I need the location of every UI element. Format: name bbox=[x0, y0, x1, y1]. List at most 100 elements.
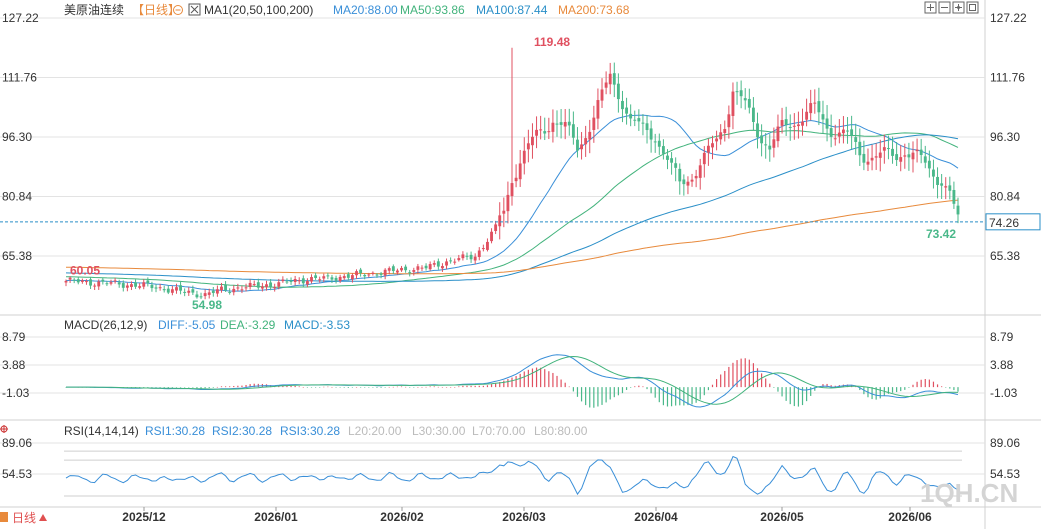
candle-body bbox=[956, 205, 960, 215]
ma50-line bbox=[66, 129, 959, 288]
candle-body bbox=[580, 144, 583, 150]
candle-body bbox=[576, 139, 579, 151]
candle-body bbox=[334, 277, 338, 281]
candle-body bbox=[244, 287, 248, 289]
candle-body bbox=[621, 100, 624, 110]
candle-body bbox=[175, 287, 178, 291]
reset-icon[interactable] bbox=[966, 1, 979, 14]
candle-body bbox=[715, 138, 719, 142]
candle-body bbox=[776, 126, 780, 142]
candle-body bbox=[416, 266, 420, 270]
candle-body bbox=[756, 123, 759, 138]
candle-body bbox=[637, 118, 641, 122]
rsi3-value: RSI3:30.28 bbox=[280, 424, 340, 438]
candle-body bbox=[932, 169, 935, 177]
candle-body bbox=[183, 291, 187, 293]
candle-body bbox=[301, 278, 305, 284]
candle-body bbox=[125, 285, 129, 288]
candle-body bbox=[64, 280, 68, 283]
price-tick-label-left: 96.30 bbox=[2, 130, 32, 144]
candle-body bbox=[191, 289, 195, 293]
candle-body bbox=[207, 292, 211, 295]
zoom-out-icon[interactable] bbox=[938, 1, 951, 14]
macd-panel bbox=[65, 354, 959, 408]
candlesticks bbox=[64, 47, 960, 300]
rsi-line bbox=[65, 455, 959, 496]
candle-body bbox=[866, 161, 870, 165]
candle-body bbox=[424, 265, 428, 269]
candle-body bbox=[305, 281, 309, 285]
candle-body bbox=[510, 183, 514, 197]
candle-body bbox=[420, 267, 424, 269]
chevron-up-icon[interactable] bbox=[39, 514, 47, 521]
settings-icon[interactable] bbox=[173, 5, 183, 15]
ma-toggle-icon[interactable] bbox=[188, 3, 201, 16]
price-tick-label-left: 80.84 bbox=[2, 190, 32, 204]
candle-body bbox=[109, 282, 113, 284]
macd-tick-label-right: 8.79 bbox=[990, 330, 1014, 344]
candle-body bbox=[441, 266, 444, 269]
candle-body bbox=[923, 156, 927, 163]
x-tick-label: 2026/06 bbox=[888, 510, 932, 524]
candle-body bbox=[326, 275, 330, 277]
candle-body bbox=[649, 128, 653, 140]
candle-body bbox=[837, 132, 841, 137]
zoom-in-icon[interactable] bbox=[924, 1, 937, 14]
candle-body bbox=[825, 118, 829, 129]
candle-body bbox=[432, 263, 436, 265]
candle-body bbox=[220, 286, 223, 291]
rsi-legend: RSI(14,14,14) RSI1:30.28 RSI2:30.28 RSI3… bbox=[0, 424, 588, 438]
candle-body bbox=[772, 139, 776, 148]
candle-body bbox=[911, 152, 915, 160]
candle-body bbox=[363, 274, 367, 277]
period-color-chip bbox=[0, 512, 8, 522]
bottom-period-label[interactable]: 日线 bbox=[12, 511, 36, 525]
price-annotations: 74.26 119.48 60.05 54.98 73.42 bbox=[0, 35, 1041, 312]
candle-body bbox=[281, 279, 285, 282]
candle-body bbox=[506, 194, 510, 212]
candle-body bbox=[706, 145, 710, 153]
candle-body bbox=[228, 291, 232, 293]
move-icon[interactable] bbox=[952, 1, 965, 14]
candle-body bbox=[68, 277, 72, 280]
candle-body bbox=[625, 107, 629, 114]
candle-body bbox=[158, 287, 162, 289]
candle-body bbox=[248, 282, 252, 288]
candle-body bbox=[453, 261, 457, 263]
candle-body bbox=[477, 250, 481, 258]
annotation-low: 73.42 bbox=[926, 227, 956, 241]
candle-body bbox=[854, 137, 858, 142]
ma20-line bbox=[65, 114, 959, 292]
crosshair-icon[interactable] bbox=[0, 425, 8, 433]
candle-body bbox=[383, 269, 387, 276]
candle-body bbox=[535, 129, 538, 136]
candle-body bbox=[784, 119, 788, 126]
candle-body bbox=[711, 143, 714, 148]
candle-body bbox=[436, 261, 440, 267]
candle-body bbox=[747, 98, 751, 108]
candle-body bbox=[138, 286, 142, 288]
ma200-value: MA200:73.68 bbox=[558, 3, 630, 17]
candle-body bbox=[792, 125, 796, 127]
candle-body bbox=[252, 284, 256, 286]
period-selector[interactable]: 日线 bbox=[0, 511, 47, 525]
candle-body bbox=[608, 73, 612, 85]
rsi-title: RSI(14,14,14) bbox=[64, 424, 139, 438]
candle-body bbox=[187, 290, 191, 293]
period-label[interactable]: 【日线】 bbox=[132, 3, 180, 17]
candle-body bbox=[882, 147, 886, 151]
candle-body bbox=[690, 179, 694, 182]
price-tick-label-right: 65.38 bbox=[990, 249, 1020, 263]
candle-body bbox=[150, 284, 154, 289]
candle-body bbox=[445, 261, 448, 266]
candle-body bbox=[927, 160, 931, 169]
candle-body bbox=[486, 241, 489, 250]
candle-body bbox=[387, 268, 391, 271]
candle-body bbox=[796, 124, 800, 127]
candle-body bbox=[502, 210, 506, 214]
x-tick-label: 2026/03 bbox=[502, 510, 546, 524]
candle-body bbox=[322, 276, 326, 279]
candle-body bbox=[555, 123, 559, 125]
